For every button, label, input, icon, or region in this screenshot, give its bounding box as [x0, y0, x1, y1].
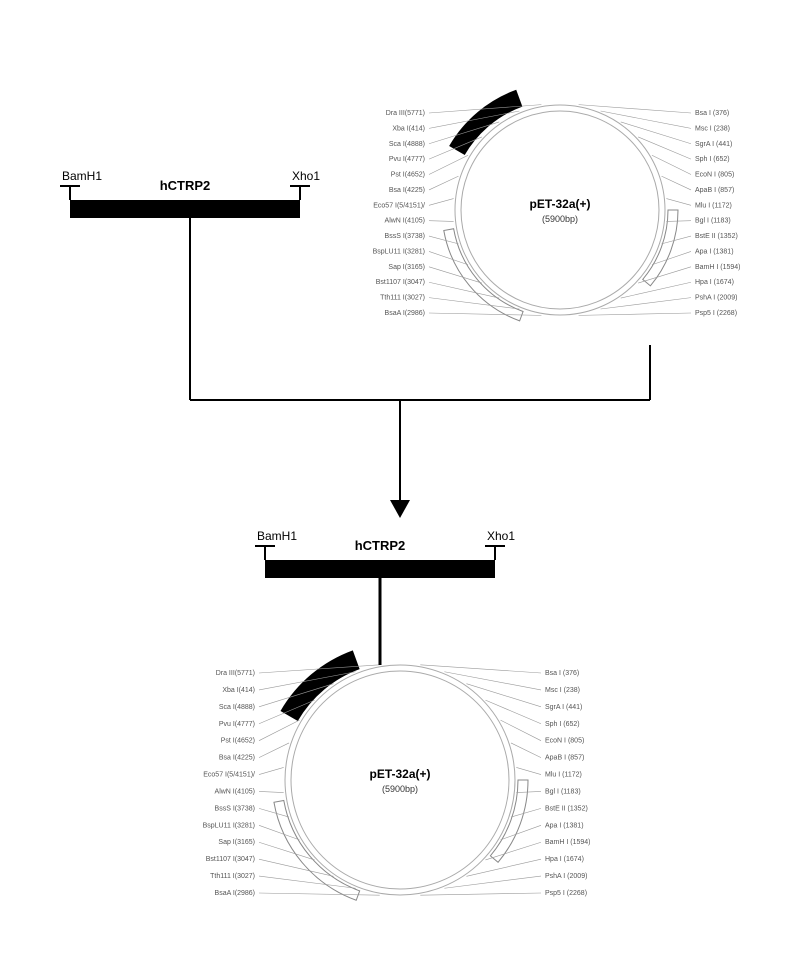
- site-label-right-0: Bsa I (376): [545, 670, 579, 677]
- site-label-left-13: BsaA I(2986): [215, 890, 255, 897]
- site-label-left-1: Xba I(414): [222, 687, 255, 694]
- site-label-right-1: Msc I (238): [545, 687, 580, 694]
- arrowhead-icon: [390, 500, 410, 518]
- right-enzyme-label: Xho1: [487, 529, 515, 543]
- site-label-left-12: Tth111 I(3027): [210, 873, 255, 880]
- site-label-right-5: ApaB I (857): [695, 187, 734, 194]
- site-label-left-4: Pst I(4652): [391, 172, 425, 179]
- plasmid-size: (5900bp): [542, 214, 578, 224]
- site-label-right-5: ApaB I (857): [545, 755, 584, 762]
- right-enzyme-label: Xho1: [292, 169, 320, 183]
- plasmid-bottom: pET-32a(+) (5900bp) Bsa I (376) Msc I (238)…: [203, 650, 591, 900]
- site-label-right-12: PshA I (2009): [545, 873, 587, 880]
- site-label-left-11: Bst1107 I(3047): [376, 279, 425, 286]
- site-label-right-11: Hpa I (1674): [695, 279, 734, 286]
- plasmid-top: pET-32a(+) (5900bp) Bsa I (376) Msc I (238)…: [373, 90, 741, 321]
- feature-arc: [280, 650, 359, 721]
- site-label-left-7: AlwN I(4105): [385, 218, 425, 225]
- site-label-left-8: BssS I(3738): [215, 805, 255, 812]
- site-label-right-10: BamH I (1594): [545, 839, 591, 846]
- site-label-right-13: Psp5 I (2268): [545, 890, 587, 897]
- site-label-right-3: Sph I (652): [695, 156, 730, 163]
- plasmid-name: pET-32a(+): [369, 767, 430, 781]
- left-enzyme-label: BamH1: [62, 169, 102, 183]
- site-label-left-13: BsaA I(2986): [385, 310, 425, 317]
- site-label-left-0: Dra III(5771): [386, 110, 425, 117]
- insert-top: hCTRP2 BamH1 Xho1: [60, 169, 320, 218]
- site-label-left-3: Pvu I(4777): [219, 721, 255, 728]
- site-label-left-6: Eco57 I(5/4151)/: [203, 772, 255, 779]
- site-label-right-9: Apa I (1381): [695, 248, 734, 255]
- site-label-right-11: Hpa I (1674): [545, 856, 584, 863]
- site-label-left-7: AlwN I(4105): [215, 788, 255, 795]
- site-label-left-0: Dra III(5771): [216, 670, 255, 677]
- site-label-left-6: Eco57 I(5/4151)/: [373, 202, 425, 209]
- site-label-right-9: Apa I (1381): [545, 822, 584, 829]
- site-label-right-7: Bgl I (1183): [695, 218, 731, 225]
- site-label-left-12: Tth111 I(3027): [380, 295, 425, 302]
- site-label-right-10: BamH I (1594): [695, 264, 741, 271]
- site-label-left-2: Sca I(4888): [219, 704, 255, 711]
- site-label-left-3: Pvu I(4777): [389, 156, 425, 163]
- site-label-left-8: BssS I(3738): [385, 233, 425, 240]
- site-label-right-1: Msc I (238): [695, 125, 730, 132]
- site-label-left-5: Bsa I(4225): [219, 755, 255, 762]
- site-label-left-4: Pst I(4652): [221, 738, 255, 745]
- left-enzyme-label: BamH1: [257, 529, 297, 543]
- site-label-right-12: PshA I (2009): [695, 295, 737, 302]
- site-label-right-3: Sph I (652): [545, 721, 580, 728]
- site-label-right-8: BstE II (1352): [695, 233, 738, 240]
- site-label-left-2: Sca I(4888): [389, 141, 425, 148]
- site-label-left-9: BspLU11 I(3281): [373, 248, 425, 255]
- plasmid-size: (5900bp): [382, 784, 418, 794]
- site-label-right-2: SgrA I (441): [545, 704, 582, 711]
- site-label-left-11: Bst1107 I(3047): [206, 856, 255, 863]
- insert-label: hCTRP2: [355, 538, 406, 553]
- site-label-left-10: Sap I(3165): [218, 839, 255, 846]
- site-label-right-8: BstE II (1352): [545, 805, 588, 812]
- site-label-right-6: Mlu I (1172): [545, 772, 582, 779]
- site-label-right-7: Bgl I (1183): [545, 788, 581, 795]
- site-label-left-1: Xba I(414): [392, 125, 425, 132]
- site-label-right-2: SgrA I (441): [695, 141, 732, 148]
- site-label-right-13: Psp5 I (2268): [695, 310, 737, 317]
- plasmid-name: pET-32a(+): [529, 197, 590, 211]
- site-label-left-10: Sap I(3165): [388, 264, 425, 271]
- site-label-right-4: EcoN I (805): [695, 172, 734, 179]
- site-label-right-6: Mlu I (1172): [695, 202, 732, 209]
- site-label-right-0: Bsa I (376): [695, 110, 729, 117]
- site-label-left-5: Bsa I(4225): [389, 187, 425, 194]
- site-label-left-9: BspLU11 I(3281): [203, 822, 255, 829]
- site-label-right-4: EcoN I (805): [545, 738, 584, 745]
- insert-bottom: hCTRP2 BamH1 Xho1: [255, 529, 515, 578]
- insert-label: hCTRP2: [160, 178, 211, 193]
